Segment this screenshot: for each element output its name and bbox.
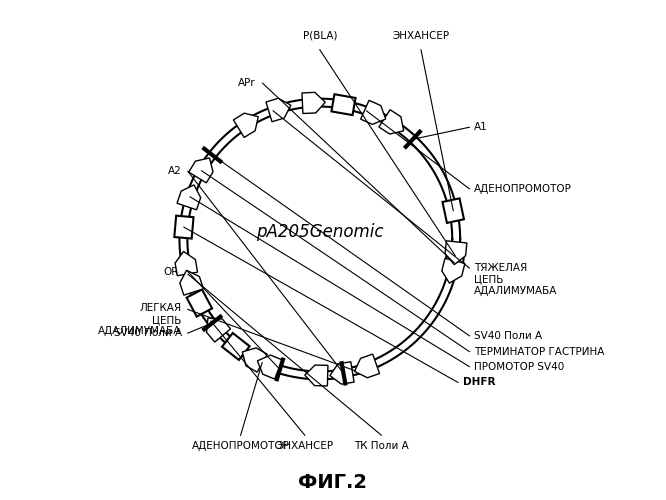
Polygon shape bbox=[233, 113, 258, 138]
Polygon shape bbox=[257, 355, 282, 379]
Polygon shape bbox=[206, 318, 230, 342]
Bar bbox=[446, 244, 465, 268]
Polygon shape bbox=[180, 270, 203, 295]
Text: APr: APr bbox=[238, 78, 256, 88]
Text: ПРОМОТОР SV40: ПРОМОТОР SV40 bbox=[474, 362, 564, 372]
Bar bbox=[222, 333, 250, 360]
Text: SV40 Поли А: SV40 Поли А bbox=[113, 328, 182, 338]
Text: A1: A1 bbox=[474, 122, 488, 132]
Polygon shape bbox=[361, 100, 386, 124]
Polygon shape bbox=[442, 258, 465, 283]
Text: ТК Поли А: ТК Поли А bbox=[354, 440, 409, 450]
Polygon shape bbox=[305, 365, 328, 386]
Polygon shape bbox=[354, 354, 380, 378]
Polygon shape bbox=[302, 92, 325, 114]
Text: АДЕНОПРОМОТОР: АДЕНОПРОМОТОР bbox=[474, 184, 571, 194]
Text: ЛЕГКАЯ
ЦЕПЬ
АДАЛИМУМАБА: ЛЕГКАЯ ЦЕПЬ АДАЛИМУМАБА bbox=[99, 303, 182, 336]
Polygon shape bbox=[188, 158, 213, 183]
Text: ФИГ.2: ФИГ.2 bbox=[298, 474, 368, 492]
Polygon shape bbox=[445, 241, 467, 264]
Polygon shape bbox=[175, 252, 198, 276]
Polygon shape bbox=[330, 362, 354, 384]
Text: ORI: ORI bbox=[163, 266, 182, 276]
Text: DHFR: DHFR bbox=[464, 378, 496, 388]
Text: SV40 Поли А: SV40 Поли А bbox=[474, 331, 542, 341]
Polygon shape bbox=[242, 348, 267, 372]
Text: ТЕРМИНАТОР ГАСТРИНА: ТЕРМИНАТОР ГАСТРИНА bbox=[474, 346, 604, 356]
Text: АДЕНОПРОМОТОР: АДЕНОПРОМОТОР bbox=[192, 440, 290, 450]
Bar bbox=[174, 216, 194, 238]
Polygon shape bbox=[266, 98, 291, 122]
Text: ЭНХАНСЕР: ЭНХАНСЕР bbox=[276, 440, 334, 450]
Text: P(BLA): P(BLA) bbox=[302, 31, 337, 41]
Text: ЭНХАНСЕР: ЭНХАНСЕР bbox=[392, 31, 450, 41]
Bar bbox=[442, 198, 464, 223]
Polygon shape bbox=[177, 185, 200, 210]
Text: A2: A2 bbox=[168, 166, 182, 176]
Text: pA205Genomic: pA205Genomic bbox=[256, 223, 384, 241]
Bar bbox=[332, 94, 356, 115]
Bar bbox=[186, 290, 212, 316]
Text: ТЯЖЕЛАЯ
ЦЕПЬ
АДАЛИМУМАБА: ТЯЖЕЛАЯ ЦЕПЬ АДАЛИМУМАБА bbox=[474, 263, 557, 296]
Polygon shape bbox=[379, 110, 404, 134]
